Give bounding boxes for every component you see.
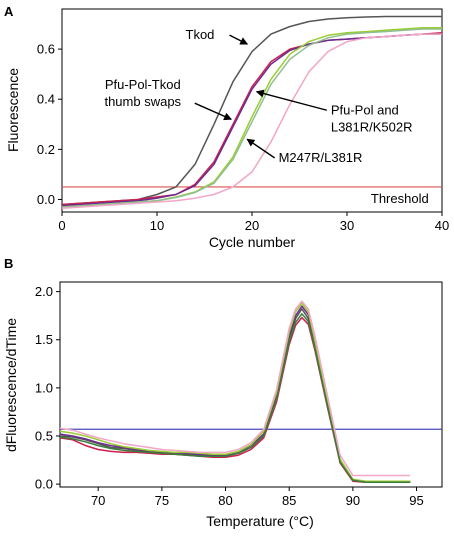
panel-b-x-axis-label: Temperature (°C)	[206, 513, 314, 529]
y-tick-label: 0.0	[37, 192, 55, 207]
annotation-line: M247R/L381R	[279, 150, 363, 165]
panel-b-series-group	[59, 300, 411, 483]
panel-a-series-group	[61, 15, 443, 209]
x-tick-label: 80	[218, 493, 232, 508]
panel-a-y-axis-label: Fluorescence	[5, 68, 21, 152]
series-line-5	[59, 313, 411, 483]
panel-a-x-ticks: 0 10 20 30 40	[58, 212, 449, 233]
y-tick-label: 0.4	[37, 92, 55, 107]
annotation-line: L381R/K502R	[331, 119, 413, 134]
x-tick-label: 30	[340, 218, 354, 233]
annotation-arrow-3	[255, 89, 328, 111]
series-line-3	[59, 305, 411, 482]
annotation-label-2: Pfu-Pol-Tkod thumb swaps	[104, 77, 181, 109]
y-tick-label: 2.0	[35, 284, 53, 299]
annotation-label-4: M247R/L381R	[279, 150, 363, 165]
x-tick-label: 0	[58, 218, 65, 233]
panel-a-x-axis-label: Cycle number	[209, 234, 296, 250]
annotation-arrow-4	[246, 138, 275, 159]
series-line-2	[59, 316, 411, 483]
series-line-6	[61, 33, 442, 209]
panel-b-x-ticks: 70 75 80 85 90 95	[91, 487, 424, 508]
x-tick-label: 70	[91, 493, 105, 508]
panel-b-y-ticks: 0.0 0.5 1.0 1.5 2.0	[35, 284, 60, 492]
panel-a-annotations: Tkod Pfu-Pol-Tkod thumb swaps Pfu-Pol and L3…	[104, 27, 412, 165]
x-tick-label: 90	[346, 493, 360, 508]
x-tick-label: 95	[409, 493, 423, 508]
annotation-arrow-2	[194, 102, 233, 121]
x-tick-label: 85	[282, 493, 296, 508]
annotation-line: Tkod	[186, 27, 215, 42]
panel-b-letter: B	[4, 256, 13, 271]
y-tick-label: 1.0	[35, 380, 53, 395]
x-tick-label: 75	[155, 493, 169, 508]
annotation-label-3: Pfu-Pol and L381R/K502R	[331, 102, 413, 134]
panel-b-y-axis-label: dFluorescence/dTime	[3, 318, 19, 452]
y-tick-label: 1.5	[35, 332, 53, 347]
series-line-4	[61, 27, 442, 208]
series-line-4	[59, 302, 411, 482]
threshold-label: Threshold	[371, 191, 429, 206]
series-line-6	[59, 300, 411, 477]
x-tick-label: 20	[245, 218, 259, 233]
x-tick-label: 40	[435, 218, 449, 233]
panel-b-plot-frame	[59, 281, 443, 488]
panel-a: A 0 10 20 30 40 0.0 0.2 0.4 0.6 Tkod Pfu-Pol-Tko…	[4, 4, 449, 250]
panel-a-letter: A	[4, 4, 14, 19]
annotation-label-1: Tkod	[186, 27, 215, 42]
x-tick-label: 10	[150, 218, 164, 233]
annotation-line: Pfu-Pol-Tkod	[105, 77, 181, 92]
annotation-arrow-1	[229, 34, 249, 45]
y-tick-label: 0.5	[35, 428, 53, 443]
y-tick-label: 0.0	[35, 477, 53, 492]
panel-b: B 70 75 80 85 90 95 0.0 0.5 1.0 1.5 2.0 Temperatu…	[3, 256, 443, 529]
annotation-line: thumb swaps	[104, 94, 181, 109]
y-tick-label: 0.2	[37, 142, 55, 157]
annotation-line: Pfu-Pol and	[331, 102, 399, 117]
series-line-5	[61, 28, 442, 208]
y-tick-label: 0.6	[37, 42, 55, 57]
panel-a-y-ticks: 0.0 0.2 0.4 0.6	[37, 42, 62, 207]
